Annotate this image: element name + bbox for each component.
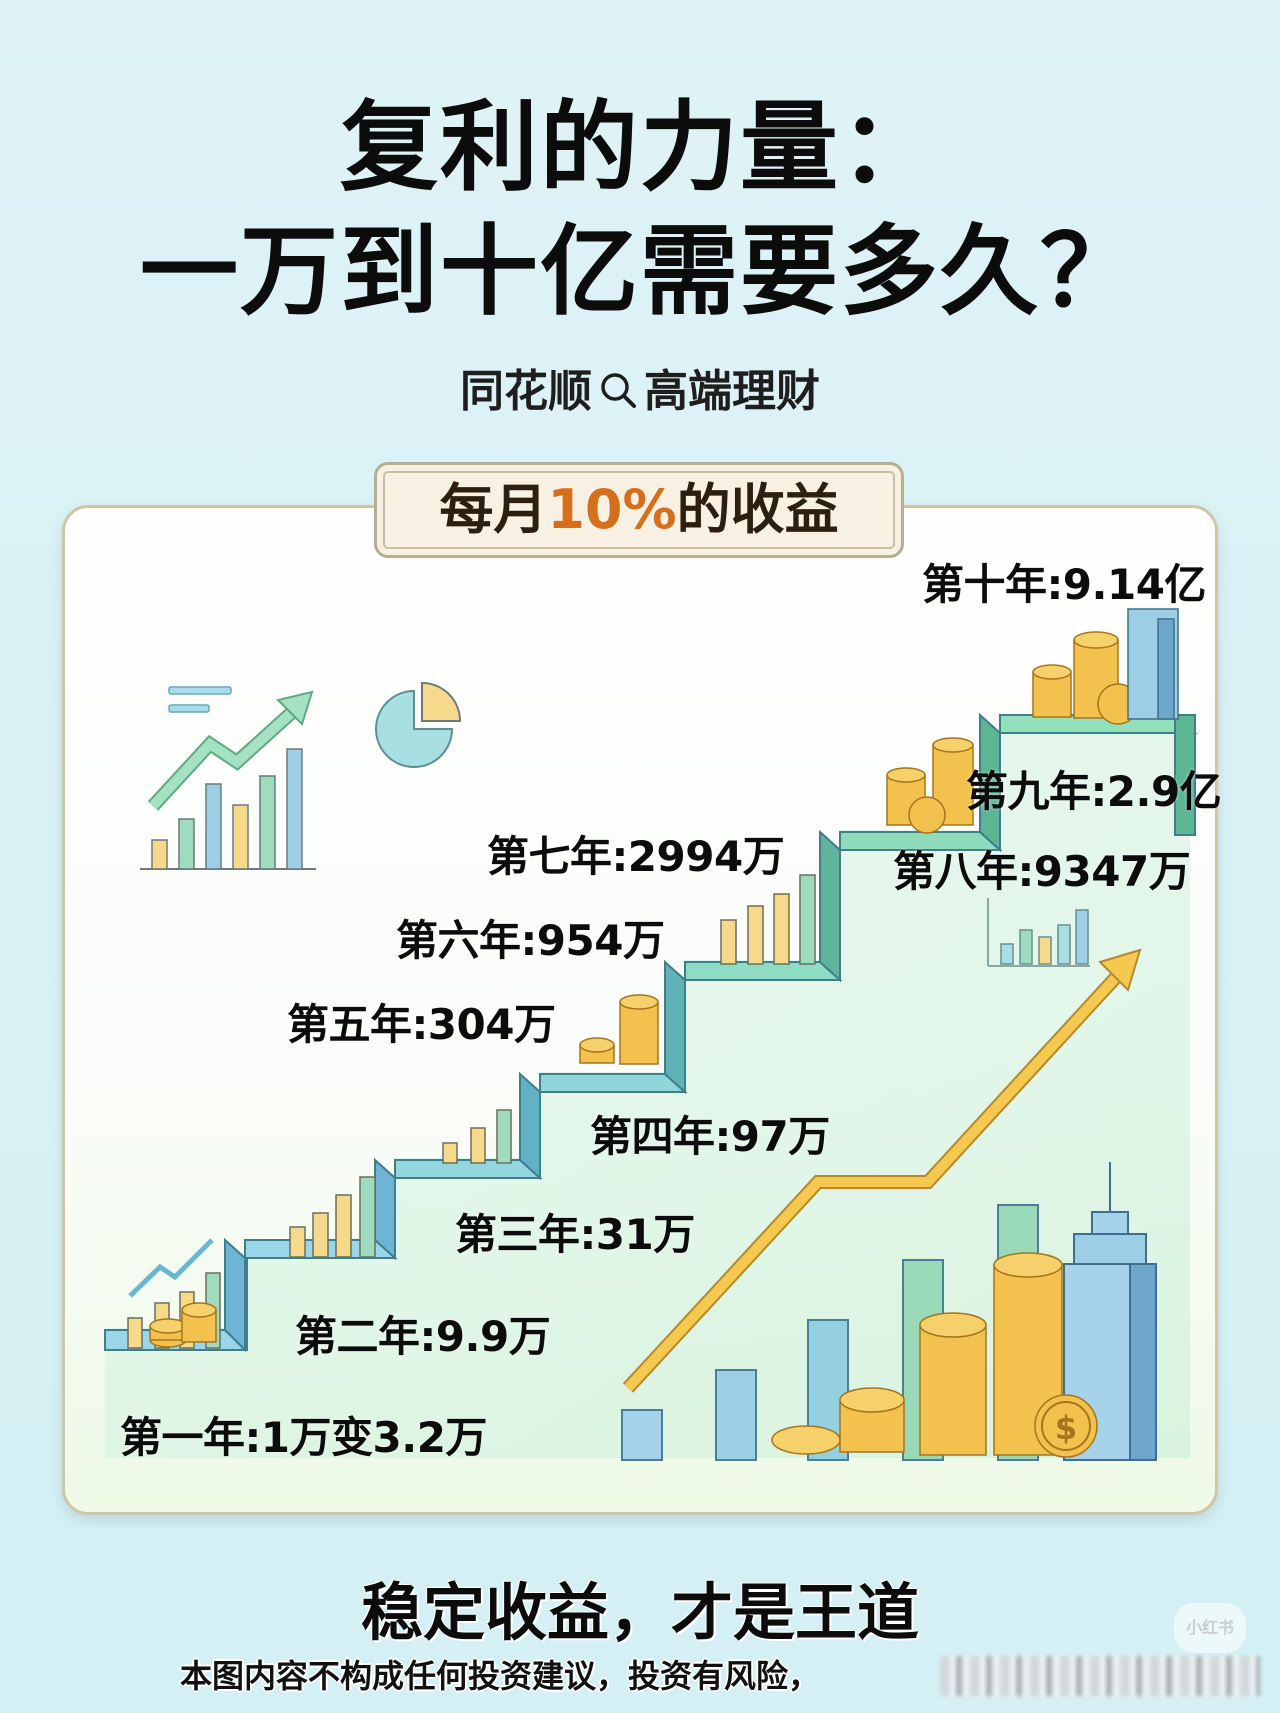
step-label-year-2: 第二年:9.9万 (295, 1312, 551, 1361)
step-label-year-1: 第一年:1万变3.2万 (120, 1413, 487, 1462)
growth-arrow (622, 948, 1142, 1393)
page-title-line-1: 复利的力量： (339, 91, 940, 205)
step-label-year-6: 第六年:954万 (396, 916, 665, 965)
step-label-year-8: 第八年:9347万 (893, 847, 1191, 896)
brand-name: 同花顺 (460, 366, 592, 417)
blurred-disclaimer-tail (940, 1656, 1260, 1696)
decor-report-icon (987, 898, 1090, 967)
brand-keyword: 高端理财 (644, 366, 820, 417)
step-label-year-10: 第十年:9.14亿 (922, 560, 1206, 609)
step-label-year-9: 第九年:2.9亿 (966, 767, 1222, 816)
slogan: 稳定收益，才是王道 (360, 1576, 919, 1649)
step-label-year-3: 第三年:31万 (455, 1210, 695, 1259)
brand-line: 同花顺 高端理财 (0, 362, 1280, 422)
step-label-year-5: 第五年:304万 (287, 1000, 556, 1049)
svg-text:$: $ (1055, 1409, 1077, 1447)
banner-prefix: 每月 (439, 478, 548, 541)
building-icon-top (1127, 608, 1179, 720)
disclaimer: 本图内容不构成任何投资建议，投资有风险， (180, 1657, 821, 1695)
watermark: 小红书 (1174, 1603, 1246, 1653)
page-title-line-2: 一万到十亿需要多久？ (139, 215, 1140, 329)
coin-stacks (149, 631, 1139, 1348)
decor-bar-chart-icon (140, 686, 316, 870)
banner-rate: 10% (547, 478, 677, 541)
bottom-coin-stacks: $ (771, 1252, 1098, 1458)
step-label-year-4: 第四年:97万 (590, 1112, 830, 1161)
building-icon-bottom (1063, 1162, 1157, 1461)
rate-banner: 每月10%的收益 (374, 462, 904, 558)
search-icon (598, 366, 638, 408)
banner-suffix: 的收益 (676, 478, 839, 541)
step-label-year-7: 第七年:2994万 (487, 832, 785, 881)
decor-pie-chart-icon (375, 681, 462, 768)
